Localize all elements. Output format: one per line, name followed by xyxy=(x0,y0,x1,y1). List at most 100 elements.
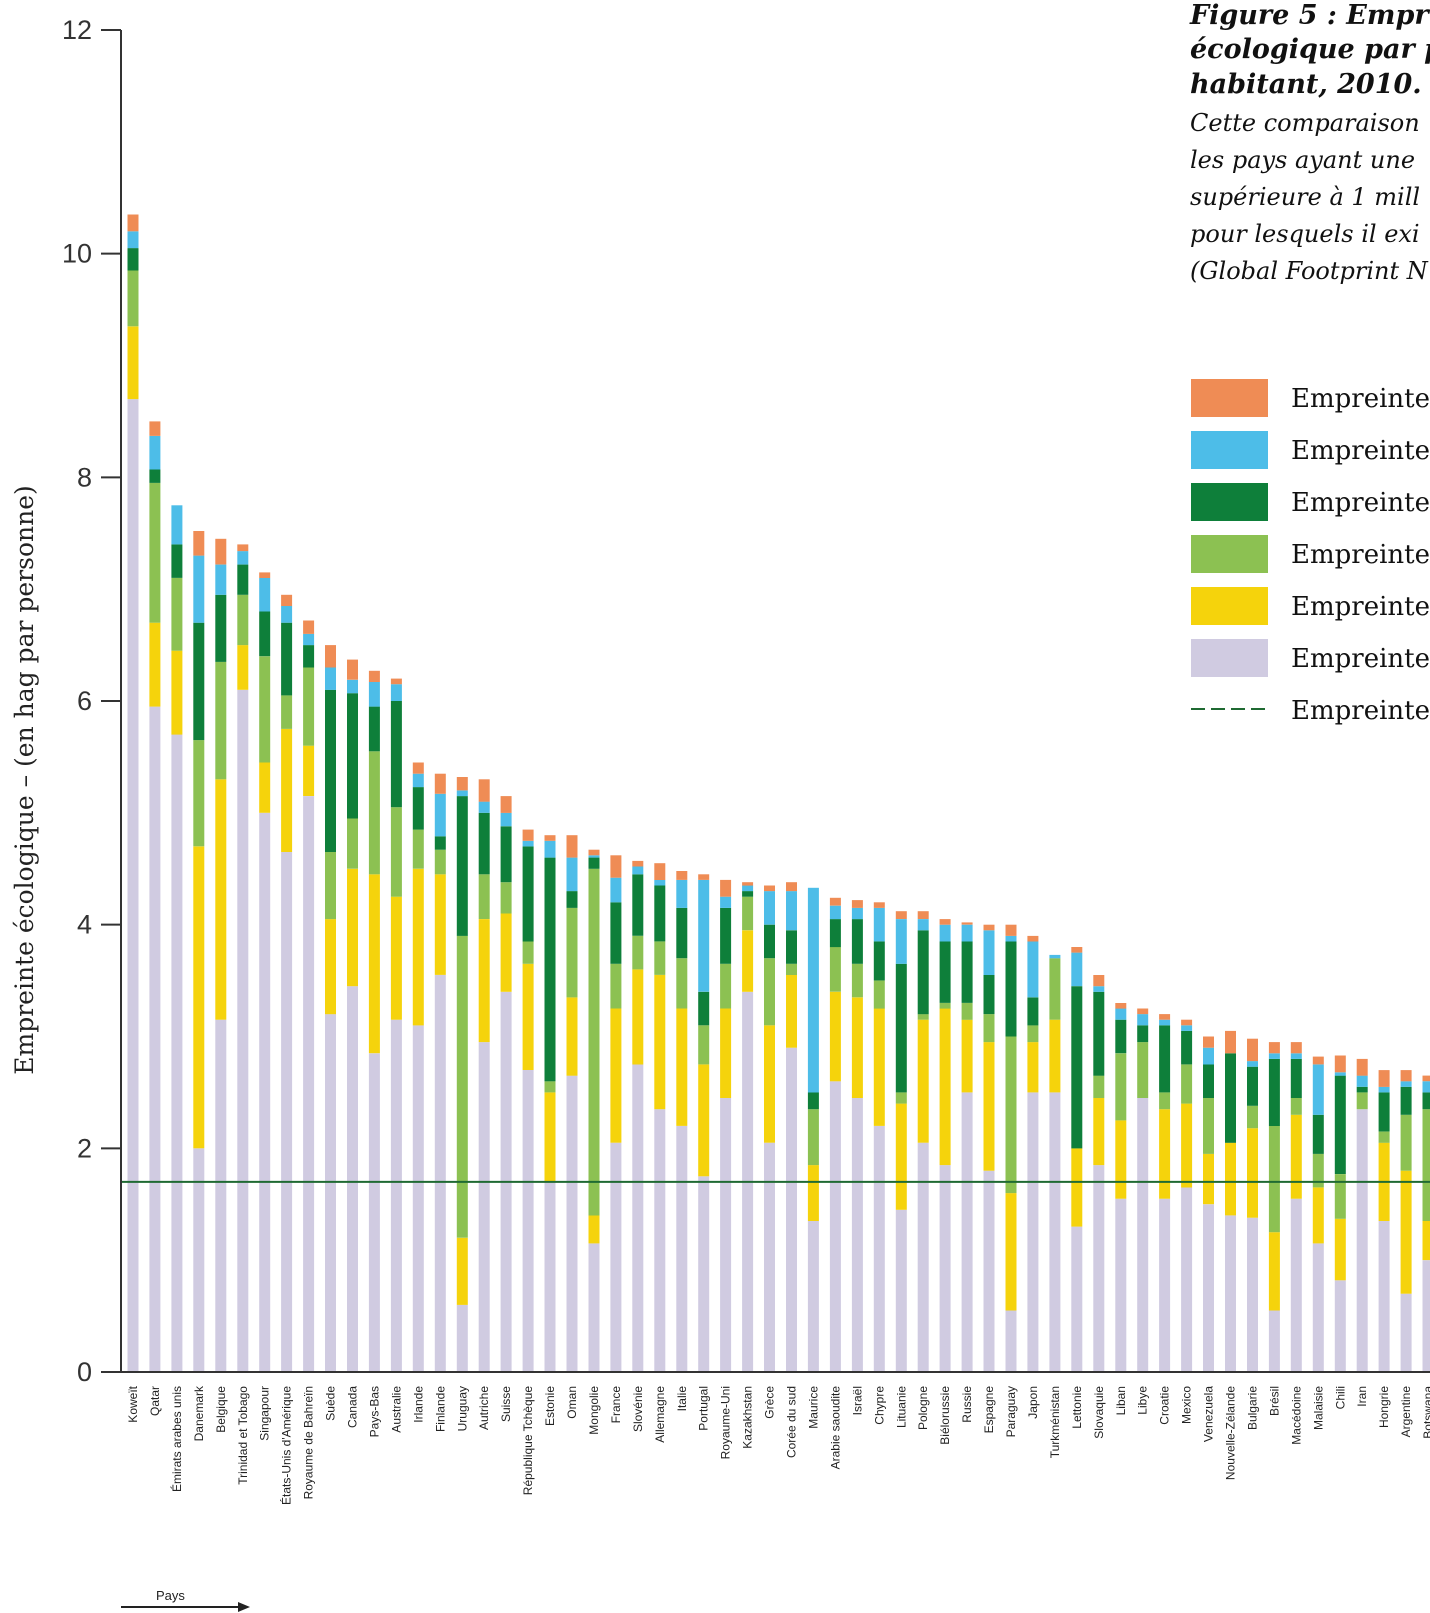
bar-segment-foret xyxy=(1400,1086,1412,1115)
bar-segment-peche xyxy=(215,564,227,595)
bar-segment-culture xyxy=(566,997,578,1076)
x-tick-label: Libye xyxy=(1136,1386,1150,1415)
legend-label: Empreinte xyxy=(1291,696,1430,726)
y-axis-label: Empreinte écologique – (en hag par perso… xyxy=(10,485,39,1075)
bar-segment-foret xyxy=(676,907,688,959)
bar-segment-bati xyxy=(1247,1217,1258,1372)
legend-swatch-bati xyxy=(1191,639,1268,677)
bar-segment-culture xyxy=(456,1237,468,1305)
bar-segment-culture xyxy=(720,1008,732,1098)
bar-segment-carbone xyxy=(127,214,139,232)
bar-segment-paturage xyxy=(1159,1092,1171,1110)
x-tick-label: Émirats arabes unis xyxy=(169,1386,184,1492)
bar-segment-bati xyxy=(610,1142,622,1372)
bar-segment-peche xyxy=(961,924,973,942)
bar-segment-foret xyxy=(149,469,161,483)
bar-segment-carbone xyxy=(1115,1003,1127,1009)
x-tick-label: Trinidad et Tobago xyxy=(236,1386,250,1485)
bar-segment-foret xyxy=(1225,1053,1236,1143)
bar-segment-carbone xyxy=(829,897,841,906)
x-tick-label: Biélorussie xyxy=(938,1386,952,1445)
bar-segment-culture xyxy=(303,745,315,796)
bar-segment-peche xyxy=(149,436,161,470)
x-tick-label: Slovaquie xyxy=(1092,1386,1106,1439)
bar-segment-peche xyxy=(764,891,775,925)
bar-segment-bati xyxy=(544,1181,556,1372)
bar-segment-foret xyxy=(544,857,556,1082)
bar-segment-bati xyxy=(873,1126,885,1372)
figure-desc-line-2: les pays ayant une xyxy=(1190,146,1415,174)
bar-segment-paturage xyxy=(829,947,841,992)
bar-segment-carbone xyxy=(1093,975,1105,987)
bar-segment-bati xyxy=(1268,1310,1280,1372)
x-tick-label: Suède xyxy=(324,1386,338,1421)
bar-segment-bati xyxy=(829,1081,841,1372)
bar-segment-foret xyxy=(500,826,512,883)
bar-segment-culture xyxy=(478,919,490,1043)
bar-segment-carbone xyxy=(917,911,929,919)
bar-segment-bati xyxy=(1027,1092,1039,1372)
x-tick-label: Espagne xyxy=(982,1386,996,1434)
bar-segment-carbone xyxy=(500,796,512,813)
bar-segment-foret xyxy=(1312,1114,1324,1154)
bar-segment-foret xyxy=(1290,1058,1302,1098)
bar-segment-carbone xyxy=(1203,1036,1214,1048)
bar-segment-bati xyxy=(1093,1165,1105,1372)
bar-segment-culture xyxy=(829,991,841,1082)
y-tick-label: 10 xyxy=(62,239,92,269)
bar-segment-foret xyxy=(259,611,271,657)
x-tick-label: Maurice xyxy=(806,1386,820,1429)
bar-segment-culture xyxy=(1334,1218,1346,1281)
bar-segment-peche xyxy=(1334,1072,1346,1076)
bar-segment-paturage xyxy=(961,1003,973,1020)
bar-segment-carbone xyxy=(149,421,161,436)
bar-segment-foret xyxy=(829,919,841,948)
bar-segment-bati xyxy=(1005,1310,1017,1372)
bar-segment-bati xyxy=(478,1042,490,1372)
bar-segment-carbone xyxy=(1378,1070,1390,1087)
bar-segment-carbone xyxy=(961,922,973,925)
bar-segment-peche xyxy=(434,793,446,837)
bar-segment-paturage xyxy=(1356,1092,1368,1110)
bar-segment-bati xyxy=(851,1098,863,1372)
bar-segment-foret xyxy=(654,885,666,942)
legend-swatch-peche xyxy=(1191,431,1268,469)
bar-segment-culture xyxy=(764,1025,775,1143)
bar-segment-paturage xyxy=(610,963,622,1009)
bar-segment-paturage xyxy=(1181,1064,1193,1104)
bar-segment-foret xyxy=(1115,1019,1127,1054)
bar-segment-culture xyxy=(588,1215,600,1244)
bar-segment-peche xyxy=(456,790,468,797)
bar-segment-carbone xyxy=(215,538,227,565)
bar-segment-paturage xyxy=(171,578,183,651)
bar-segment-peche xyxy=(478,801,490,813)
bar-segment-peche xyxy=(654,879,666,886)
legend-label: Empreinte xyxy=(1291,592,1430,622)
bar-segment-paturage xyxy=(566,907,578,998)
bar-segment-culture xyxy=(215,779,227,1020)
bar-segment-bati xyxy=(1400,1293,1412,1372)
bar-segment-culture xyxy=(1312,1187,1324,1244)
bar-segment-bati xyxy=(1422,1260,1430,1372)
bar-segment-culture xyxy=(171,650,183,735)
bar-segment-paturage xyxy=(939,1003,951,1009)
bar-segment-carbone xyxy=(1181,1019,1193,1026)
legend-label: Empreinte xyxy=(1291,488,1430,518)
bar-segment-peche xyxy=(281,605,293,623)
bar-segment-foret xyxy=(193,622,205,741)
x-tick-label: Royaume-Uni xyxy=(719,1386,733,1459)
bar-segment-culture xyxy=(632,969,644,1065)
bar-segment-bati xyxy=(786,1047,797,1372)
bar-segment-foret xyxy=(1268,1058,1280,1126)
bar-segment-foret xyxy=(347,693,358,819)
bar-segment-culture xyxy=(237,645,249,690)
bar-segment-bati xyxy=(654,1109,666,1372)
bar-segment-culture xyxy=(149,622,161,707)
bar-segment-paturage xyxy=(698,1025,710,1065)
bar-segment-foret xyxy=(1181,1030,1193,1065)
bar-segment-peche xyxy=(390,684,402,701)
bar-segment-carbone xyxy=(1247,1038,1258,1062)
bar-segment-paturage xyxy=(347,818,358,869)
bar-segment-carbone xyxy=(456,777,468,791)
bar-segment-foret xyxy=(786,930,797,964)
